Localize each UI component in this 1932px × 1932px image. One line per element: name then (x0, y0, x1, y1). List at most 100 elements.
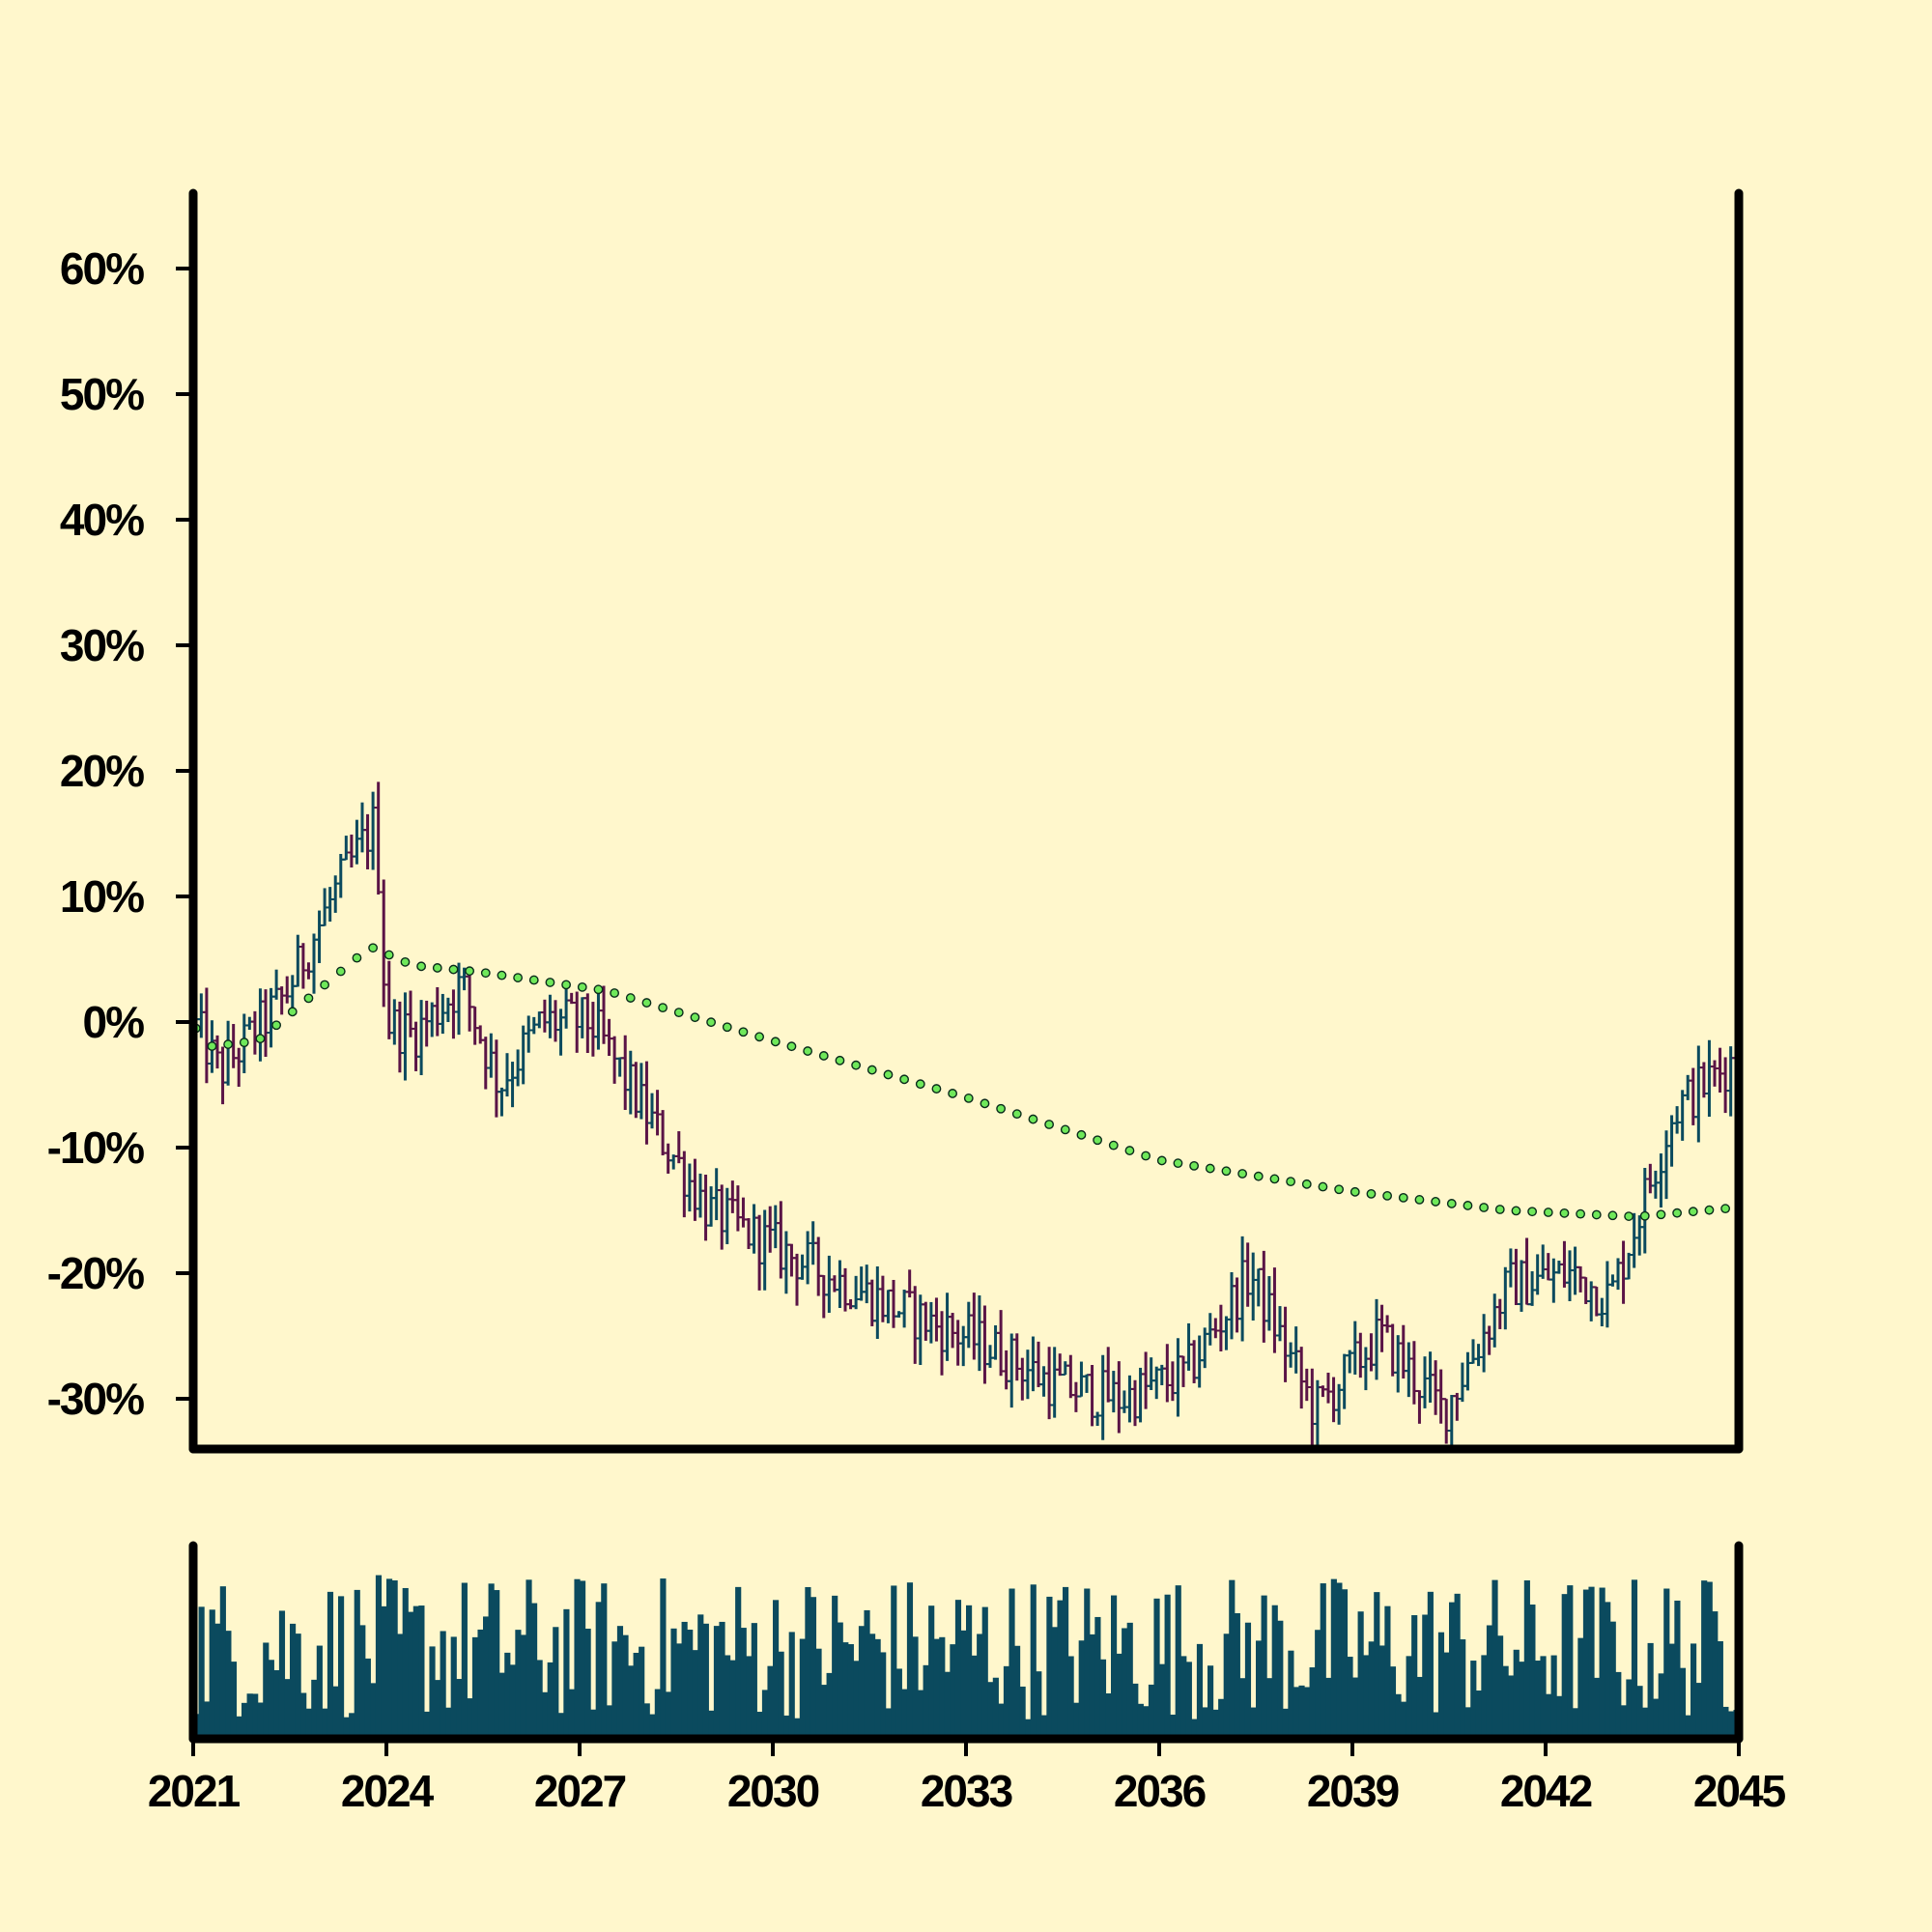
volume-bar (268, 1660, 274, 1739)
volume-bar (1078, 1640, 1085, 1739)
y-tick-label: 30% (60, 620, 144, 670)
volume-bar (263, 1642, 270, 1739)
volume-bar (1401, 1701, 1407, 1739)
y-tick-label: 40% (60, 495, 144, 545)
volume-bar (450, 1636, 457, 1739)
volume-bar (1449, 1602, 1456, 1739)
volume-bar (1529, 1605, 1536, 1739)
volume-bar (794, 1718, 801, 1739)
ma-point (996, 1103, 1007, 1114)
volume-bar (971, 1655, 978, 1739)
volume-bar (1309, 1667, 1316, 1739)
volume-bar (1567, 1585, 1574, 1739)
ma-point (738, 1027, 749, 1037)
ma-point (335, 966, 346, 977)
volume-bar (1668, 1643, 1675, 1739)
x-tick-label: 2042 (1500, 1766, 1592, 1816)
volume-bar (713, 1626, 721, 1739)
ma-point (1559, 1208, 1570, 1218)
volume-bar (349, 1713, 355, 1739)
volume-bar (895, 1668, 902, 1739)
volume-bar (601, 1583, 608, 1739)
volume-bar (1626, 1679, 1633, 1739)
ma-point (786, 1041, 797, 1052)
volume-bar (1234, 1613, 1240, 1739)
volume-bar (724, 1655, 731, 1739)
volume-bar (837, 1622, 843, 1739)
volume-bar (933, 1638, 940, 1739)
ma-point (818, 1051, 829, 1061)
volume-bar (257, 1702, 264, 1739)
ma-point (255, 1034, 266, 1044)
volume-bar (332, 1686, 339, 1739)
ma-point (271, 1020, 282, 1031)
ma-point (658, 1003, 668, 1013)
volume-bar (880, 1652, 887, 1739)
volume-bar (1416, 1676, 1423, 1739)
volume-bar (1036, 1671, 1042, 1739)
volume-bar (1437, 1632, 1445, 1739)
volume-bar (729, 1660, 736, 1739)
x-axis-ticks: 2021 2024 2027 2030 2033 2036 2039 2042 2045 (148, 1739, 1788, 1816)
volume-bar (1540, 1656, 1547, 1739)
volume-bar (1282, 1708, 1289, 1739)
ma-point (1156, 1155, 1167, 1166)
volume-bar (461, 1582, 468, 1739)
volume-bar (1051, 1627, 1059, 1739)
volume-bar (1019, 1686, 1026, 1739)
volume-bar (1492, 1579, 1498, 1739)
ma-point (465, 966, 475, 977)
y-tick-label: 50% (60, 369, 144, 419)
volume-bar (1277, 1620, 1284, 1739)
volume-bar (1642, 1707, 1649, 1739)
volume-bar (1690, 1643, 1697, 1739)
y-tick-label: 10% (60, 871, 144, 922)
ma-point (1576, 1208, 1586, 1219)
ma-point (1011, 1109, 1022, 1120)
volume-bar (1132, 1683, 1139, 1739)
volume-bar (209, 1609, 215, 1739)
volume-bar (1433, 1712, 1439, 1739)
volume-bar (805, 1586, 811, 1739)
volume-bar (305, 1708, 312, 1739)
ma-point (867, 1065, 877, 1075)
volume-bar (1706, 1581, 1713, 1739)
volume-bar (660, 1578, 667, 1739)
volume-bar (681, 1621, 688, 1739)
volume-bar (1089, 1634, 1095, 1739)
volume-bar (246, 1693, 253, 1739)
volume-bar (1470, 1661, 1477, 1739)
volume-bar (783, 1715, 790, 1739)
volume-bar (1357, 1611, 1364, 1739)
x-tick-label: 2033 (921, 1766, 1012, 1816)
ma-point (1398, 1192, 1408, 1203)
volume-bar (1148, 1684, 1155, 1739)
volume-bar (494, 1590, 500, 1739)
ma-point (1479, 1203, 1490, 1212)
volume-bar (740, 1628, 747, 1739)
volume-bar (1067, 1656, 1074, 1739)
volume-bar (477, 1629, 484, 1739)
volume-bar (375, 1575, 383, 1739)
x-tick-label: 2036 (1114, 1766, 1206, 1816)
volume-bar (912, 1636, 919, 1739)
volume-bar (966, 1605, 973, 1739)
volume-bar (665, 1691, 672, 1739)
volume-bar (300, 1692, 307, 1739)
volume-bar (1271, 1605, 1278, 1739)
volume-bar (1582, 1589, 1590, 1739)
ma-point (1591, 1209, 1602, 1220)
volume-bar (1384, 1605, 1391, 1739)
volume-bar (1352, 1677, 1359, 1739)
volume-bar (1099, 1659, 1107, 1739)
volume-bar (1057, 1600, 1064, 1739)
volume-bar (1685, 1715, 1691, 1739)
volume-bar (1063, 1586, 1069, 1739)
volume-bar (761, 1690, 769, 1739)
volume-bar (536, 1660, 543, 1739)
ma-point (1141, 1151, 1151, 1161)
ma-point (980, 1098, 990, 1109)
volume-bar (1422, 1614, 1429, 1739)
volume-bar (1378, 1645, 1385, 1739)
